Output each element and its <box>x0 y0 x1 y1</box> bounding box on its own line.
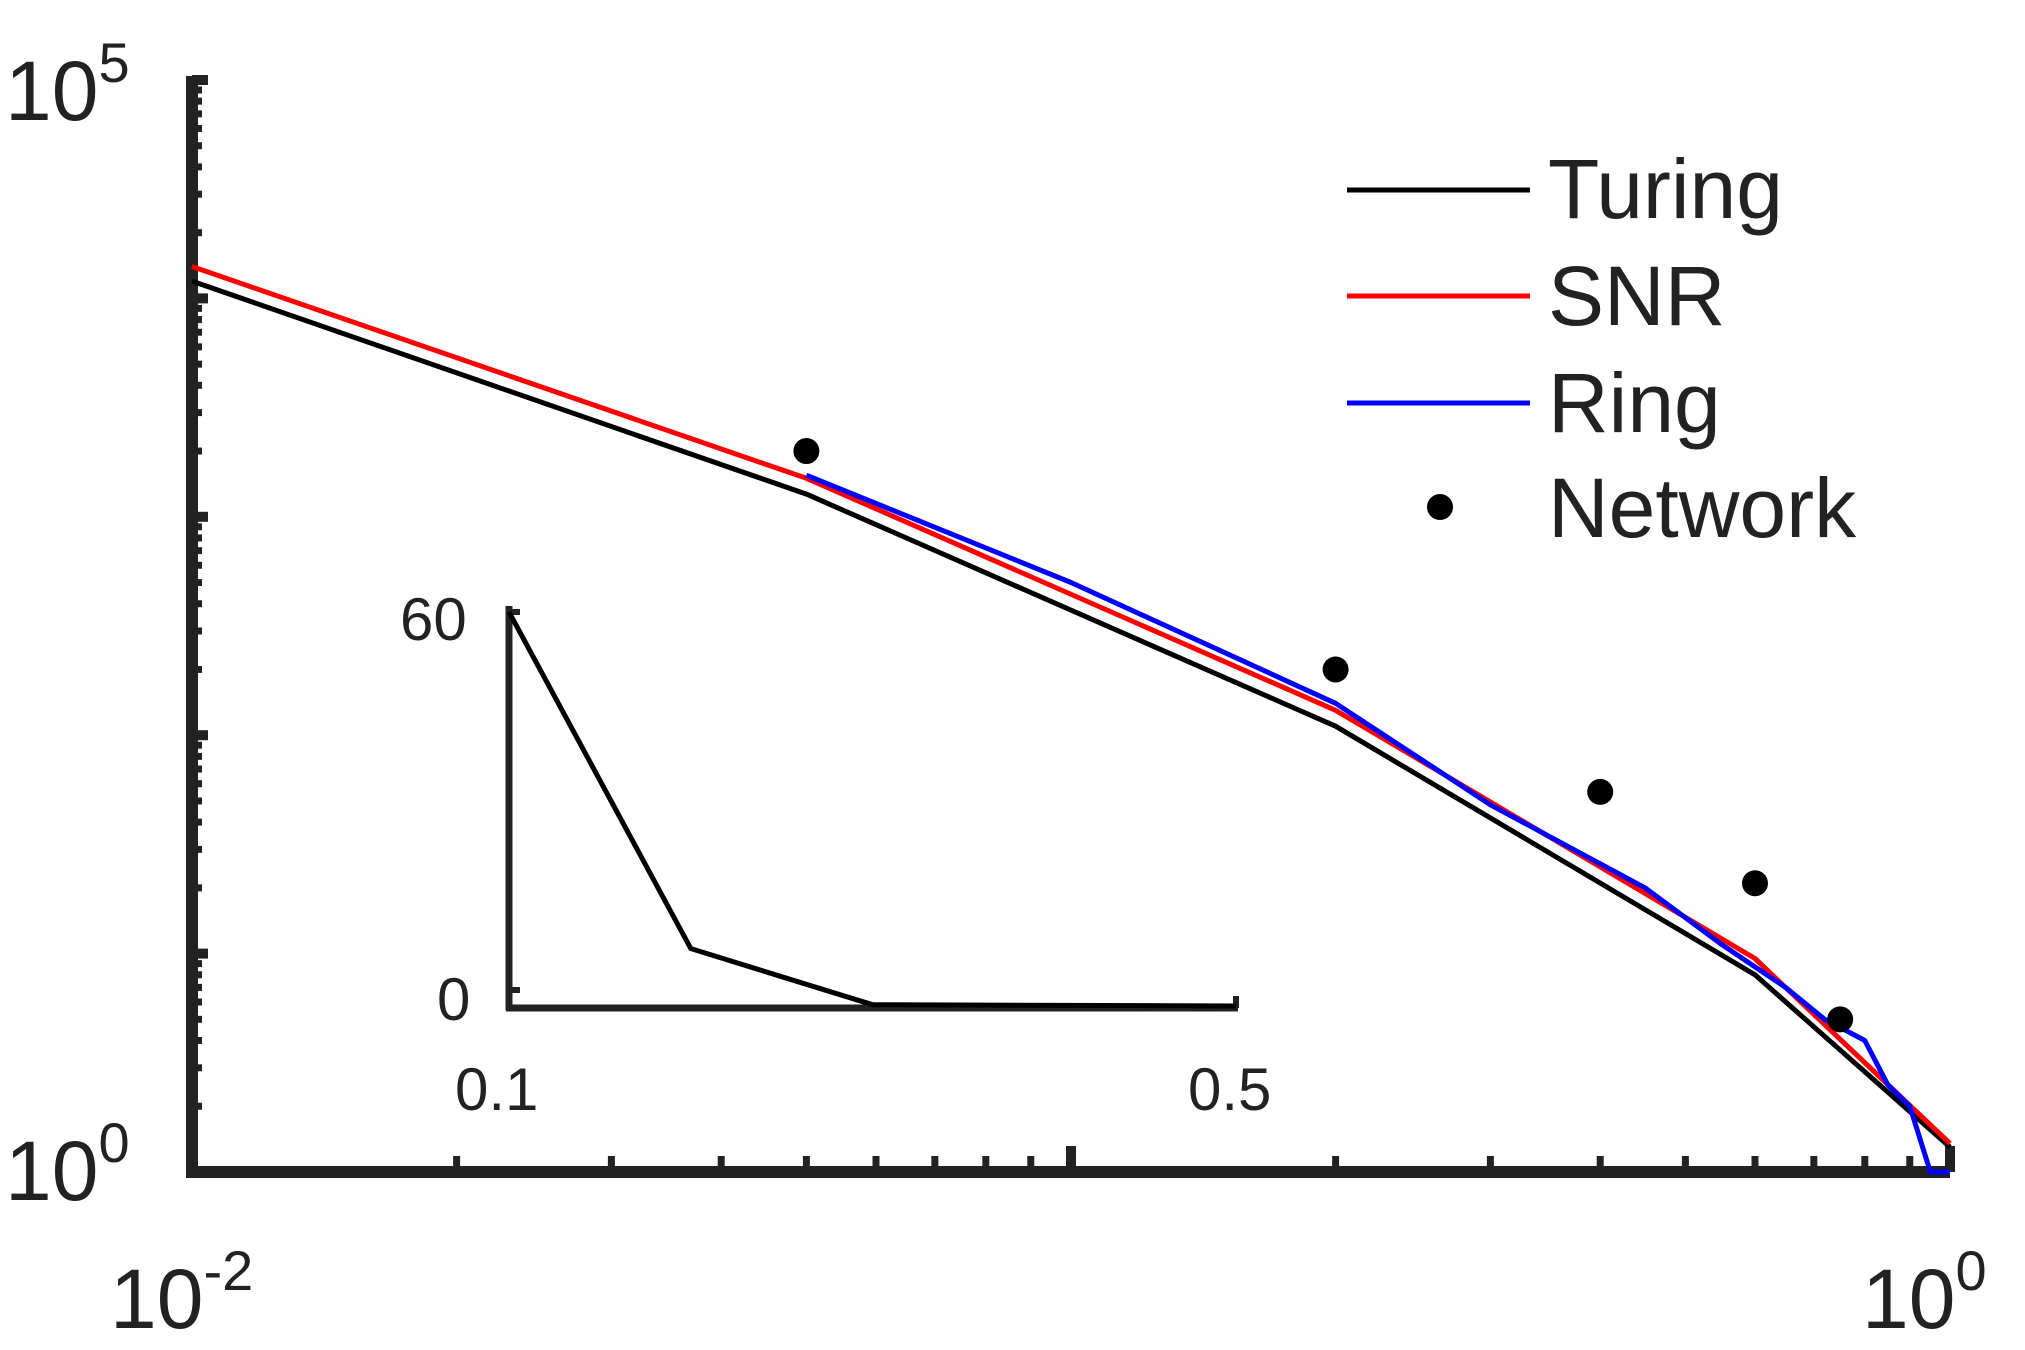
series-network <box>793 438 1854 1033</box>
data-point-network <box>1741 870 1768 897</box>
data-point-network <box>1322 656 1349 683</box>
data-point-network <box>1587 778 1614 805</box>
series-layer <box>191 264 1952 1175</box>
inset-x-tick-label-0.5: 0.5 <box>1188 1056 1271 1123</box>
x-tick-label-right: 100 <box>1862 1239 1987 1346</box>
inset-y-tick-label-0: 0 <box>437 966 470 1033</box>
legend-label-snr: SNR <box>1548 249 1725 343</box>
inset-x-tick-label-0.1: 0.1 <box>455 1056 538 1123</box>
y-axis-ticks <box>192 75 208 1177</box>
legend: Turing SNR Ring Network <box>1347 142 1857 555</box>
legend-marker-network <box>1427 494 1453 520</box>
legend-entry-ring: Ring <box>1347 356 1721 450</box>
series-line-ring <box>805 472 1950 1175</box>
inset-y-tick-label-60: 60 <box>400 586 467 653</box>
legend-entry-network: Network <box>1427 461 1857 555</box>
inset-series-line <box>506 610 1237 1009</box>
x-axis-ticks <box>187 1146 1955 1172</box>
legend-label-network: Network <box>1548 461 1857 555</box>
legend-label-turing: Turing <box>1548 142 1783 236</box>
inset-chart: 60 0 0.1 0.5 <box>400 586 1271 1123</box>
series-line-turing <box>191 278 1952 1149</box>
legend-entry-turing: Turing <box>1347 142 1783 236</box>
data-point-network <box>793 438 820 465</box>
y-tick-label-bottom: 100 <box>5 1111 130 1218</box>
inset-series-layer <box>506 610 1237 1009</box>
data-point-network <box>1827 1006 1854 1033</box>
legend-entry-snr: SNR <box>1347 249 1725 343</box>
legend-label-ring: Ring <box>1548 356 1721 450</box>
x-tick-label-left: 10-2 <box>110 1239 253 1346</box>
series-line-snr <box>191 264 1952 1146</box>
y-tick-label-top: 105 <box>5 31 130 138</box>
main-axes <box>186 75 1955 1178</box>
